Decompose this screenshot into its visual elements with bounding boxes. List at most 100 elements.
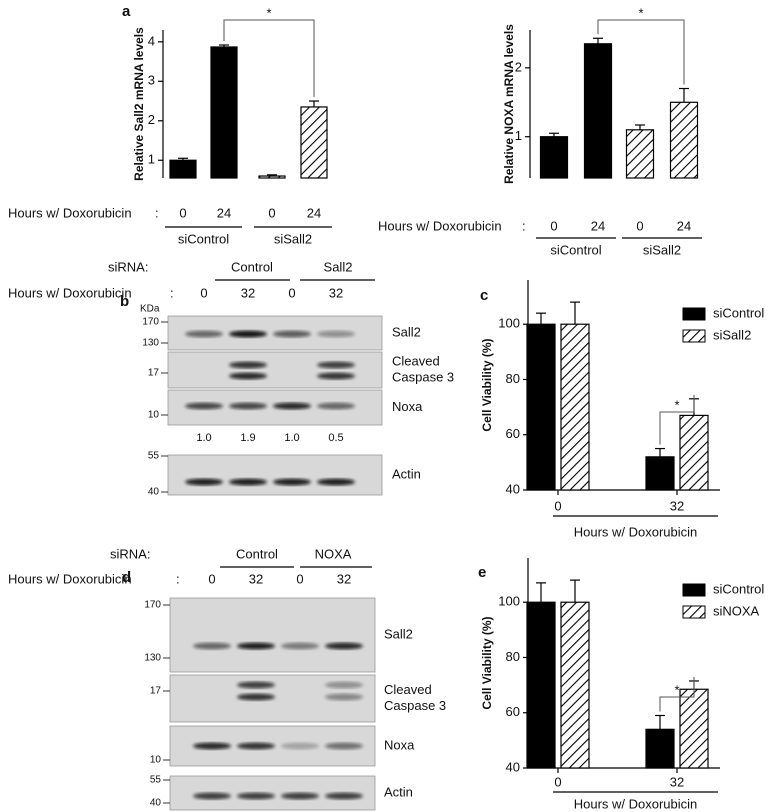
blot-band <box>273 478 311 486</box>
significance-label: * <box>674 682 679 697</box>
significance-bracket <box>597 19 685 85</box>
y-axis-label: Cell Viability (%) <box>480 338 494 431</box>
bar <box>560 601 590 769</box>
bar <box>300 106 328 179</box>
blot-band <box>229 478 267 486</box>
legend-label: siControl <box>713 305 764 320</box>
bar <box>539 136 569 179</box>
y-tick-label: 80 <box>506 649 520 664</box>
y-tick-label: 100 <box>498 594 520 609</box>
legend-swatch <box>682 329 706 343</box>
lane-label: 32 <box>249 571 263 586</box>
y-tick-label: 4 <box>148 33 155 48</box>
y-tick-label: 40 <box>506 759 520 774</box>
row-sep: : <box>170 285 174 300</box>
row-label: Hours w/ Doxorubicin <box>8 571 132 586</box>
blot-band <box>185 478 223 486</box>
significance-bracket <box>223 19 315 98</box>
blot-band <box>273 330 311 338</box>
blot-panel <box>169 597 376 673</box>
lane-label: 0 <box>296 571 303 586</box>
bar <box>169 159 197 179</box>
blot-band <box>193 742 231 750</box>
legend-label: siNOXA <box>713 603 760 618</box>
blot-panel <box>167 454 383 496</box>
blot-label: Noxa <box>384 737 415 752</box>
x-axis-label: Hours w/ Doxorubicin <box>8 205 132 220</box>
blot-label: Actin <box>392 466 421 481</box>
x-axis-sep: : <box>155 205 159 220</box>
marker-label: 170 <box>142 317 159 328</box>
bar <box>679 688 709 769</box>
x-axis-label: Hours w/ Doxorubicin <box>574 524 698 539</box>
y-tick-label: 60 <box>506 704 520 719</box>
marker-label: 55 <box>148 451 160 462</box>
x-tick-label: 32 <box>670 774 684 789</box>
bar <box>679 414 709 491</box>
group-label: NOXA <box>315 546 352 561</box>
x-tick-label: 0 <box>268 205 275 220</box>
group-label: siSall2 <box>274 231 312 246</box>
bar <box>258 175 286 179</box>
legend-label: siSall2 <box>713 327 751 342</box>
quantification: 1.9 <box>240 432 255 444</box>
blot-band <box>273 402 311 410</box>
blot-band <box>281 742 319 750</box>
blot-label: Noxa <box>392 399 423 414</box>
legend-label: siControl <box>713 581 764 596</box>
bar <box>210 46 238 179</box>
lane-label: 0 <box>200 285 207 300</box>
significance-label: * <box>674 397 679 412</box>
x-axis-sep: : <box>522 218 526 233</box>
unit-label: KDa <box>140 304 160 315</box>
x-tick-label: 0 <box>554 498 561 513</box>
blot-band <box>193 792 231 800</box>
bar <box>645 728 675 769</box>
blot-band <box>237 681 275 689</box>
blot-label: Cleaved <box>392 353 440 368</box>
legend-swatch <box>682 307 706 321</box>
blot-label: Sall2 <box>384 626 413 641</box>
blot-panel <box>167 351 383 389</box>
x-tick-label: 24 <box>217 205 231 220</box>
y-tick-label: 1 <box>148 152 155 167</box>
blot-band <box>317 361 355 369</box>
significance-bracket <box>659 394 695 445</box>
panel-letter: c <box>480 287 488 304</box>
bar <box>560 323 590 491</box>
blot-band <box>317 330 355 338</box>
panel-letter: b <box>120 293 129 310</box>
x-tick-label: 0 <box>550 218 557 233</box>
sirna-label: siRNA: <box>108 259 148 274</box>
blot-band <box>237 693 275 701</box>
bar <box>669 101 699 179</box>
blot-label: Sall2 <box>392 324 421 339</box>
bar <box>645 456 675 491</box>
y-tick-label: 60 <box>506 426 520 441</box>
sirna-label: siRNA: <box>110 546 150 561</box>
significance-label: * <box>266 5 271 20</box>
y-axis-label: Relative NOXA mRNA levels <box>502 24 516 184</box>
blot-band <box>193 642 231 650</box>
significance-label: * <box>638 5 643 20</box>
blot-band <box>281 642 319 650</box>
x-axis-label: Hours w/ Doxorubicin <box>574 796 698 811</box>
blot-band <box>325 792 363 800</box>
x-tick-label: 24 <box>307 205 321 220</box>
x-tick-label: 32 <box>670 498 684 513</box>
lane-label: 32 <box>329 285 343 300</box>
blot-band <box>317 478 355 486</box>
lane-label: 0 <box>288 285 295 300</box>
y-tick-label: 1 <box>515 128 522 143</box>
legend-swatch <box>682 605 706 619</box>
blot-band <box>229 330 267 338</box>
quantification: 1.0 <box>196 432 211 444</box>
panel-letter: d <box>122 569 131 586</box>
group-label: Control <box>236 546 278 561</box>
y-tick-label: 3 <box>148 73 155 88</box>
blot-band <box>185 330 223 338</box>
blot-label: Cleaved <box>384 682 432 697</box>
marker-label: 10 <box>148 410 160 421</box>
x-tick-label: 0 <box>554 774 561 789</box>
